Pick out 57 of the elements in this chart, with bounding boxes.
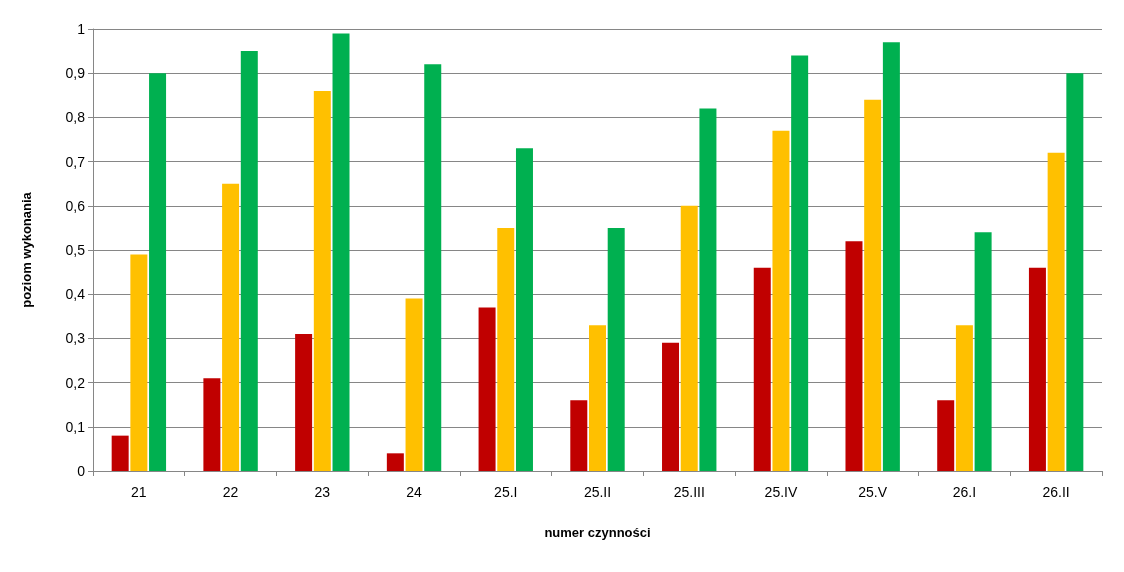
- bar: [772, 130, 790, 471]
- bar: [974, 232, 992, 471]
- bar: [589, 325, 606, 471]
- bar: [313, 90, 331, 471]
- y-tick-label: 0,4: [65, 286, 86, 303]
- y-axis-title: poziom wykonania: [19, 191, 34, 308]
- bar: [864, 99, 882, 471]
- x-tick-label: 25.V: [858, 484, 888, 500]
- bar: [1066, 73, 1084, 471]
- bar: [240, 51, 258, 471]
- bar: [753, 267, 771, 471]
- x-tick-label: 22: [222, 484, 239, 500]
- x-axis-title: numer czynności: [544, 525, 651, 540]
- bar: [130, 254, 148, 471]
- x-tick-label: 25.I: [494, 484, 518, 500]
- x-tick-label: 25.III: [673, 484, 705, 500]
- x-tick-label: 26.II: [1042, 484, 1070, 500]
- y-tick-label: 0,6: [65, 197, 86, 214]
- bar: [680, 205, 698, 471]
- bar: [497, 227, 515, 471]
- bar: [515, 148, 533, 471]
- bar: [111, 435, 129, 471]
- y-tick-label: 0,9: [65, 65, 86, 82]
- x-tick-label: 23: [314, 484, 331, 500]
- bar: [570, 400, 588, 471]
- x-tick-label: 25.IV: [764, 484, 798, 500]
- bar: [149, 73, 167, 471]
- bar: [332, 33, 350, 471]
- bar: [791, 55, 809, 471]
- bar: [937, 400, 955, 471]
- y-tick-label: 0,7: [65, 153, 86, 170]
- x-tick-label: 26.I: [952, 484, 977, 500]
- x-tick-label: 25.II: [583, 484, 612, 500]
- y-tick-label: 1: [77, 21, 86, 37]
- y-tick-label: 0,8: [65, 109, 86, 126]
- bar: [386, 453, 404, 471]
- bar: [845, 241, 863, 471]
- bar: [699, 108, 717, 471]
- bar: [607, 227, 625, 471]
- x-tick-label: 21: [131, 484, 147, 500]
- bar: [1047, 152, 1065, 471]
- bar: [424, 64, 442, 471]
- bar: [882, 42, 900, 471]
- y-tick-label: 0: [77, 463, 86, 479]
- x-tick-label: 24: [406, 484, 423, 500]
- bar: [295, 333, 313, 471]
- bar: [203, 378, 221, 471]
- bar: [955, 325, 973, 471]
- y-tick-label: 0,5: [65, 242, 86, 258]
- bar: [405, 298, 423, 471]
- y-tick-label: 0,3: [65, 330, 86, 347]
- bar: [1028, 267, 1046, 471]
- bar: [662, 342, 680, 471]
- bar: [478, 307, 496, 471]
- y-tick-label: 0,1: [65, 418, 86, 435]
- bar: [222, 183, 240, 471]
- y-tick-label: 0,2: [65, 374, 86, 391]
